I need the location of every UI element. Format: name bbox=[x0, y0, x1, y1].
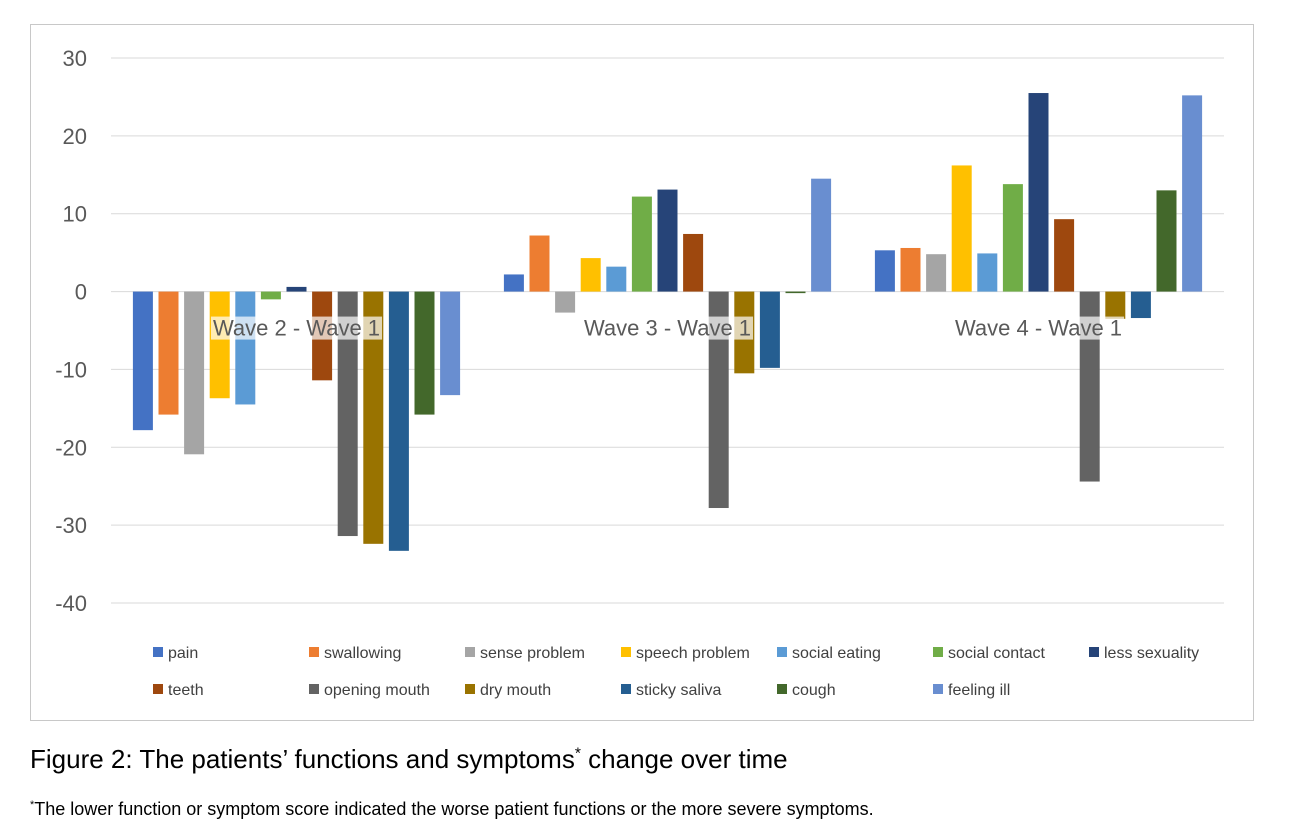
bar bbox=[235, 291, 256, 405]
category-label: Wave 4 - Wave 1 bbox=[955, 316, 1122, 341]
y-tick-label: -40 bbox=[55, 591, 87, 616]
bar bbox=[811, 178, 832, 292]
bar bbox=[874, 250, 895, 292]
legend-label: social eating bbox=[792, 645, 881, 662]
bar bbox=[1028, 93, 1049, 292]
bar bbox=[785, 291, 806, 294]
bar bbox=[683, 233, 704, 292]
caption-main: Figure 2: The patients’ functions and sy… bbox=[30, 744, 575, 774]
bar bbox=[977, 253, 998, 292]
bar bbox=[555, 291, 576, 313]
footnote-text: The lower function or symptom score indi… bbox=[34, 799, 874, 819]
bar bbox=[1105, 291, 1126, 319]
y-tick-label: -20 bbox=[55, 435, 87, 460]
legend-swatch bbox=[465, 684, 475, 694]
legend-swatch bbox=[1089, 647, 1099, 657]
legend-label: less sexuality bbox=[1104, 645, 1199, 662]
footnote-asterisk: * bbox=[30, 799, 35, 811]
y-tick-label: 10 bbox=[63, 202, 87, 227]
bar bbox=[440, 291, 461, 396]
bar bbox=[1130, 291, 1151, 319]
legend-label: cough bbox=[792, 682, 836, 699]
legend-swatch bbox=[933, 684, 943, 694]
bar bbox=[260, 291, 281, 300]
category-label-backing bbox=[581, 316, 754, 340]
category-label-backing bbox=[210, 316, 383, 340]
bar bbox=[657, 189, 678, 292]
legend-swatch bbox=[309, 684, 319, 694]
legend-label: social contact bbox=[948, 645, 1045, 662]
bar bbox=[708, 291, 729, 509]
bar bbox=[503, 274, 524, 292]
bar bbox=[631, 196, 652, 292]
chart-area: 30 20 10 0 -10 -20 -30 -40 Wave 2 - Wave 1 Wave 3… bbox=[30, 24, 1254, 721]
bar bbox=[388, 291, 409, 551]
category-label: Wave 2 - Wave 1 bbox=[213, 316, 380, 341]
legend-label: dry mouth bbox=[480, 682, 551, 699]
bar bbox=[951, 165, 972, 292]
y-tick-label: 30 bbox=[63, 46, 87, 71]
category-label-backing bbox=[952, 316, 1125, 340]
bar bbox=[900, 247, 921, 292]
bar bbox=[1054, 219, 1075, 292]
legend-label: swallowing bbox=[324, 645, 401, 662]
y-tick-label: -10 bbox=[55, 357, 87, 382]
legend-label: speech problem bbox=[636, 645, 750, 662]
legend-label: opening mouth bbox=[324, 682, 430, 699]
bar bbox=[759, 291, 780, 368]
bar bbox=[132, 291, 153, 431]
bar bbox=[529, 235, 550, 292]
legend-label: teeth bbox=[168, 682, 204, 699]
bar bbox=[1182, 95, 1203, 292]
legend-label: feeling ill bbox=[948, 682, 1010, 699]
bar bbox=[286, 286, 307, 292]
bar bbox=[184, 291, 205, 455]
legend-swatch bbox=[621, 647, 631, 657]
bar bbox=[209, 291, 230, 399]
bar bbox=[337, 291, 358, 537]
caption-asterisk: * bbox=[574, 745, 581, 763]
bar bbox=[363, 291, 384, 544]
legend-swatch bbox=[933, 647, 943, 657]
y-tick-label: -30 bbox=[55, 513, 87, 538]
legend-swatch bbox=[309, 647, 319, 657]
bar bbox=[926, 254, 947, 292]
legend-swatch bbox=[777, 647, 787, 657]
y-tick-label: 20 bbox=[63, 124, 87, 149]
bar bbox=[158, 291, 179, 415]
legend-label: pain bbox=[168, 645, 198, 662]
y-tick-label: 0 bbox=[75, 280, 87, 305]
legend-label: sticky saliva bbox=[636, 682, 721, 699]
category-label: Wave 3 - Wave 1 bbox=[584, 316, 751, 341]
legend-swatch bbox=[621, 684, 631, 694]
figure-footnote: *The lower function or symptom score ind… bbox=[30, 799, 874, 820]
bar-chart: 30 20 10 0 -10 -20 -30 -40 Wave 2 - Wave 1 Wave 3… bbox=[55, 46, 1224, 699]
bar bbox=[1002, 184, 1023, 292]
legend-label: sense problem bbox=[480, 645, 585, 662]
legend-swatch bbox=[153, 684, 163, 694]
figure-caption: Figure 2: The patients’ functions and sy… bbox=[30, 744, 788, 775]
legend-swatch bbox=[465, 647, 475, 657]
legend-swatch bbox=[777, 684, 787, 694]
bar bbox=[580, 258, 601, 292]
bar bbox=[414, 291, 435, 415]
bar bbox=[1156, 190, 1177, 292]
legend-swatch bbox=[153, 647, 163, 657]
bar bbox=[606, 266, 627, 292]
caption-rest: change over time bbox=[580, 744, 788, 774]
